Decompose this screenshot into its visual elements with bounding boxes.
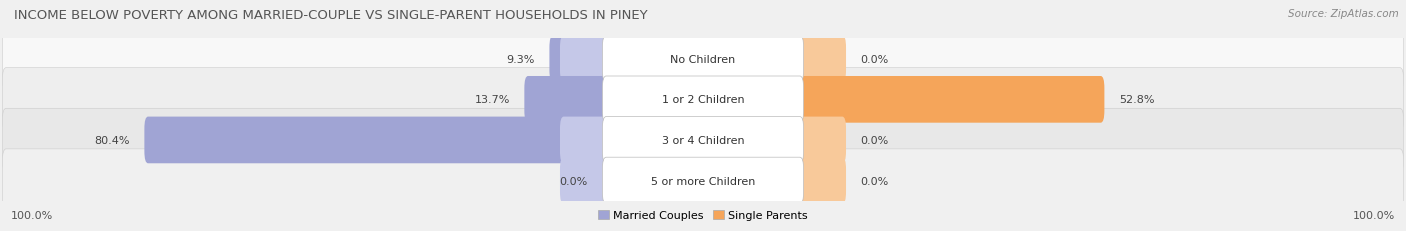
Text: 100.0%: 100.0%: [11, 210, 53, 220]
FancyBboxPatch shape: [602, 36, 804, 83]
Legend: Married Couples, Single Parents: Married Couples, Single Parents: [593, 205, 813, 225]
FancyBboxPatch shape: [602, 77, 804, 123]
FancyBboxPatch shape: [550, 36, 610, 83]
FancyBboxPatch shape: [560, 158, 610, 204]
Text: 1 or 2 Children: 1 or 2 Children: [662, 95, 744, 105]
FancyBboxPatch shape: [796, 36, 846, 83]
Text: 5 or more Children: 5 or more Children: [651, 176, 755, 186]
FancyBboxPatch shape: [796, 158, 846, 204]
Text: Source: ZipAtlas.com: Source: ZipAtlas.com: [1288, 9, 1399, 19]
FancyBboxPatch shape: [524, 77, 610, 123]
FancyBboxPatch shape: [3, 28, 1403, 91]
Text: 0.0%: 0.0%: [860, 176, 889, 186]
FancyBboxPatch shape: [602, 158, 804, 204]
Text: No Children: No Children: [671, 55, 735, 64]
Text: 0.0%: 0.0%: [860, 135, 889, 145]
FancyBboxPatch shape: [796, 117, 846, 164]
FancyBboxPatch shape: [560, 117, 610, 164]
Text: 9.3%: 9.3%: [506, 55, 534, 64]
Text: 0.0%: 0.0%: [560, 176, 588, 186]
Text: 3 or 4 Children: 3 or 4 Children: [662, 135, 744, 145]
Text: 80.4%: 80.4%: [94, 135, 129, 145]
Text: 13.7%: 13.7%: [474, 95, 510, 105]
FancyBboxPatch shape: [560, 36, 610, 83]
Text: 100.0%: 100.0%: [1353, 210, 1395, 220]
FancyBboxPatch shape: [3, 68, 1403, 131]
FancyBboxPatch shape: [145, 117, 610, 164]
FancyBboxPatch shape: [602, 117, 804, 164]
Text: INCOME BELOW POVERTY AMONG MARRIED-COUPLE VS SINGLE-PARENT HOUSEHOLDS IN PINEY: INCOME BELOW POVERTY AMONG MARRIED-COUPL…: [14, 9, 648, 22]
Text: 52.8%: 52.8%: [1119, 95, 1154, 105]
Text: 0.0%: 0.0%: [860, 55, 889, 64]
FancyBboxPatch shape: [796, 77, 1104, 123]
FancyBboxPatch shape: [3, 109, 1403, 172]
FancyBboxPatch shape: [3, 149, 1403, 212]
